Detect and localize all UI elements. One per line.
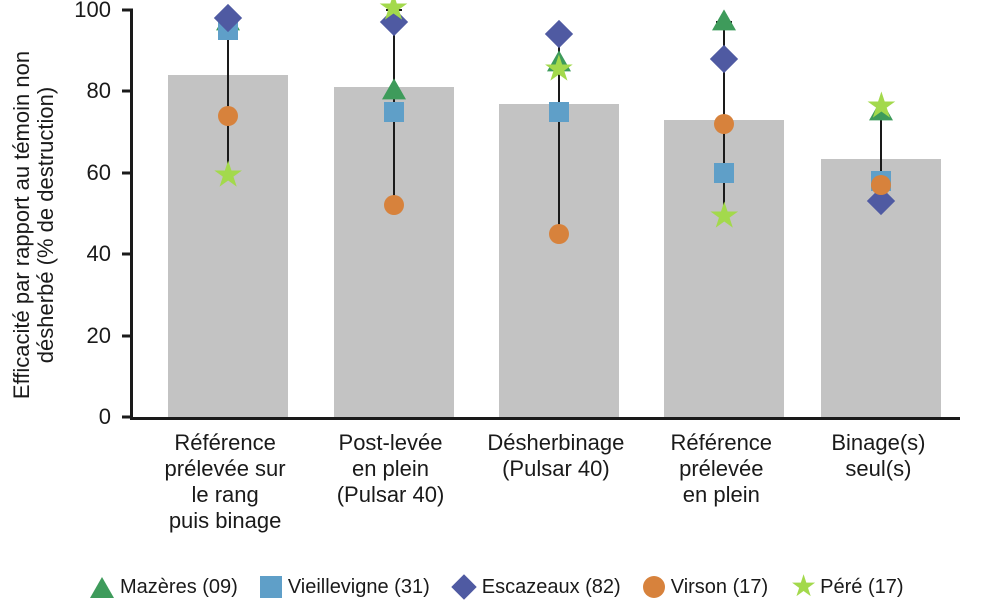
y-tick-label: 100 — [74, 0, 111, 23]
star-marker: ★ — [212, 156, 244, 192]
triangle-marker — [382, 79, 406, 100]
x-label-c3: Désherbinage(Pulsar 40) — [466, 430, 646, 482]
chart-container: Efficacité par rapport au témoin non dés… — [0, 0, 1000, 612]
y-axis-title-line2: désherbé (% de destruction) — [33, 87, 58, 363]
legend-label: Mazères (09) — [120, 576, 238, 599]
y-tick-label: 80 — [87, 78, 111, 104]
circle-icon — [643, 576, 665, 598]
circle-marker — [384, 195, 404, 215]
star-marker: ★ — [708, 197, 740, 233]
legend-label: Virson (17) — [671, 576, 768, 599]
y-tick-label: 20 — [87, 323, 111, 349]
y-tick-label: 0 — [99, 404, 111, 430]
legend-label: Péré (17) — [820, 576, 903, 599]
star-marker: ★ — [543, 50, 575, 86]
star-marker: ★ — [865, 87, 897, 123]
y-tick-mark — [122, 416, 133, 419]
y-tick-mark — [122, 90, 133, 93]
x-label-c1: Référenceprélevée surle rangpuis binage — [135, 430, 315, 534]
y-tick-mark — [122, 171, 133, 174]
triangle-icon — [90, 577, 114, 598]
legend-item: Virson (17) — [643, 576, 768, 599]
x-label-c4: Référenceprélevéeen plein — [631, 430, 811, 508]
legend: Mazères (09) Vieillevigne (31) Escazeaux (… — [90, 575, 970, 599]
circle-marker — [549, 224, 569, 244]
star-icon: ★ — [790, 575, 814, 599]
y-tick-label: 60 — [87, 160, 111, 186]
diamond-marker — [545, 20, 573, 48]
legend-item: Escazeaux (82) — [452, 575, 621, 599]
y-tick-mark — [122, 253, 133, 256]
diamond-marker — [710, 45, 738, 73]
y-tick-label: 40 — [87, 241, 111, 267]
square-marker — [714, 163, 734, 183]
star-marker: ★ — [377, 0, 409, 25]
legend-item: Mazères (09) — [90, 576, 238, 599]
circle-marker — [871, 175, 891, 195]
diamond-icon — [452, 575, 476, 599]
legend-item: Vieillevigne (31) — [260, 576, 430, 599]
legend-label: Vieillevigne (31) — [288, 576, 430, 599]
plot-area: 020406080100★★★★★ — [130, 10, 960, 420]
square-marker — [549, 102, 569, 122]
x-label-c5: Binage(s)seul(s) — [788, 430, 968, 482]
triangle-marker — [712, 10, 736, 31]
y-axis-title: Efficacité par rapport au témoin non dés… — [10, 0, 50, 490]
y-tick-mark — [122, 9, 133, 12]
legend-item: ★ Péré (17) — [790, 575, 903, 599]
y-axis-title-line1: Efficacité par rapport au témoin non — [9, 51, 34, 399]
circle-marker — [218, 106, 238, 126]
square-icon — [260, 576, 282, 598]
error-bar-c1 — [227, 18, 229, 173]
y-tick-mark — [122, 334, 133, 337]
square-marker — [384, 102, 404, 122]
x-label-c2: Post-levéeen plein(Pulsar 40) — [301, 430, 481, 508]
circle-marker — [714, 114, 734, 134]
legend-label: Escazeaux (82) — [482, 576, 621, 599]
